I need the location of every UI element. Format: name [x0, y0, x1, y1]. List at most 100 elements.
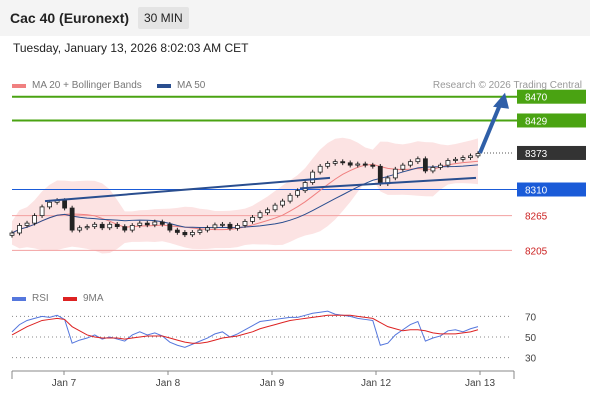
rsi-tick-label: 70 — [525, 312, 537, 323]
pivot-label-8310: 8310 — [525, 186, 548, 197]
candle-body — [39, 206, 45, 216]
candle-body — [77, 227, 83, 231]
candle — [32, 213, 37, 226]
candle-body — [189, 232, 195, 236]
support-label-8205: 8205 — [525, 246, 548, 257]
candle — [99, 221, 105, 231]
candle-body — [152, 221, 158, 226]
legend-ma50: MA 50 — [157, 80, 205, 91]
candle — [227, 221, 233, 231]
candle-body — [114, 223, 120, 228]
candle — [77, 225, 83, 233]
candle-body — [475, 153, 481, 157]
candle-body — [265, 209, 270, 214]
rsi-panel: 70 50 30 — [11, 310, 537, 365]
candle — [174, 227, 180, 235]
candle — [280, 198, 285, 208]
trendline-channel — [299, 176, 477, 190]
rsi-tick-label: 50 — [525, 333, 537, 344]
resistance-box-8470 — [517, 89, 586, 104]
projection-arrow-shaft — [478, 103, 502, 154]
candle-body — [47, 201, 52, 208]
legend-rsi: RSI — [12, 293, 49, 304]
candle-body — [167, 223, 173, 231]
ma20-label: MA 20 + Bollinger Bands — [32, 80, 142, 91]
time-tick-label: Jan 8 — [156, 378, 181, 389]
rsi-ma-line — [11, 314, 479, 344]
candle-body — [392, 168, 398, 179]
candle-body — [317, 165, 323, 173]
candle — [9, 230, 15, 238]
time-tick-label: Jan 13 — [465, 378, 495, 389]
rsi-swatch — [12, 296, 26, 301]
instrument-title: Cac 40 (Euronext) — [10, 10, 130, 26]
candle — [257, 210, 263, 220]
candle-body — [340, 161, 346, 164]
candle — [347, 160, 353, 168]
candle-body — [182, 232, 188, 236]
resistance-label-8429: 8429 — [525, 116, 548, 127]
resistance-label-8470: 8470 — [525, 93, 548, 104]
projection-arrow-head — [493, 92, 509, 109]
candle-body — [272, 204, 278, 211]
candle-body — [84, 226, 90, 229]
candle-body — [24, 222, 30, 226]
candle-body — [355, 163, 361, 166]
time-axis: Jan 7 Jan 8 Jan 9 Jan 12 Jan 13 — [11, 370, 515, 389]
candle-body — [347, 162, 353, 166]
candle — [430, 165, 436, 174]
candle-body — [438, 164, 443, 168]
candle-body — [235, 225, 240, 229]
candle — [182, 230, 188, 238]
candle — [445, 158, 451, 168]
candle-body — [32, 215, 37, 224]
rsi-line — [11, 310, 479, 348]
candle-body — [122, 226, 128, 231]
candle — [272, 202, 278, 213]
candle — [332, 159, 338, 166]
candle — [205, 225, 210, 233]
bollinger-band — [12, 137, 478, 254]
candle-body — [332, 161, 338, 164]
candlestick-layer — [9, 151, 481, 238]
candle-body — [422, 158, 428, 172]
candle — [212, 222, 218, 231]
candle-body — [99, 223, 105, 229]
research-credit: Research © 2026 Trading Central — [432, 80, 582, 91]
candle-body — [205, 227, 210, 231]
candle-body — [69, 207, 75, 231]
candle — [129, 223, 135, 233]
ma9-swatch — [63, 296, 77, 301]
candle-body — [310, 171, 316, 183]
candle — [453, 157, 458, 163]
candle — [422, 156, 428, 174]
candle-body — [302, 182, 308, 192]
candle — [265, 207, 270, 216]
candle — [84, 224, 90, 231]
candle-body — [9, 232, 15, 236]
candle-body — [17, 225, 22, 234]
candle-body — [407, 161, 413, 166]
candle-body — [220, 223, 225, 226]
candle-body — [250, 216, 255, 222]
candle — [468, 153, 473, 160]
ma9-label: 9MA — [83, 293, 104, 304]
candle — [287, 192, 293, 204]
candle-body — [242, 220, 248, 226]
candle — [122, 224, 128, 233]
rsi-label: RSI — [32, 293, 49, 304]
candle — [310, 169, 316, 185]
candle — [407, 159, 413, 168]
candle-body — [174, 229, 180, 233]
candle — [69, 205, 75, 233]
bollinger-band-layer — [12, 137, 478, 254]
candle — [415, 156, 421, 164]
legend-9ma: 9MA — [63, 293, 104, 304]
candle-body — [362, 163, 368, 166]
candle — [370, 162, 376, 169]
candle-body — [257, 212, 263, 218]
timeframe-badge[interactable]: 30 MIN — [138, 7, 189, 29]
candle-body — [377, 165, 383, 185]
candle-body — [445, 160, 451, 166]
